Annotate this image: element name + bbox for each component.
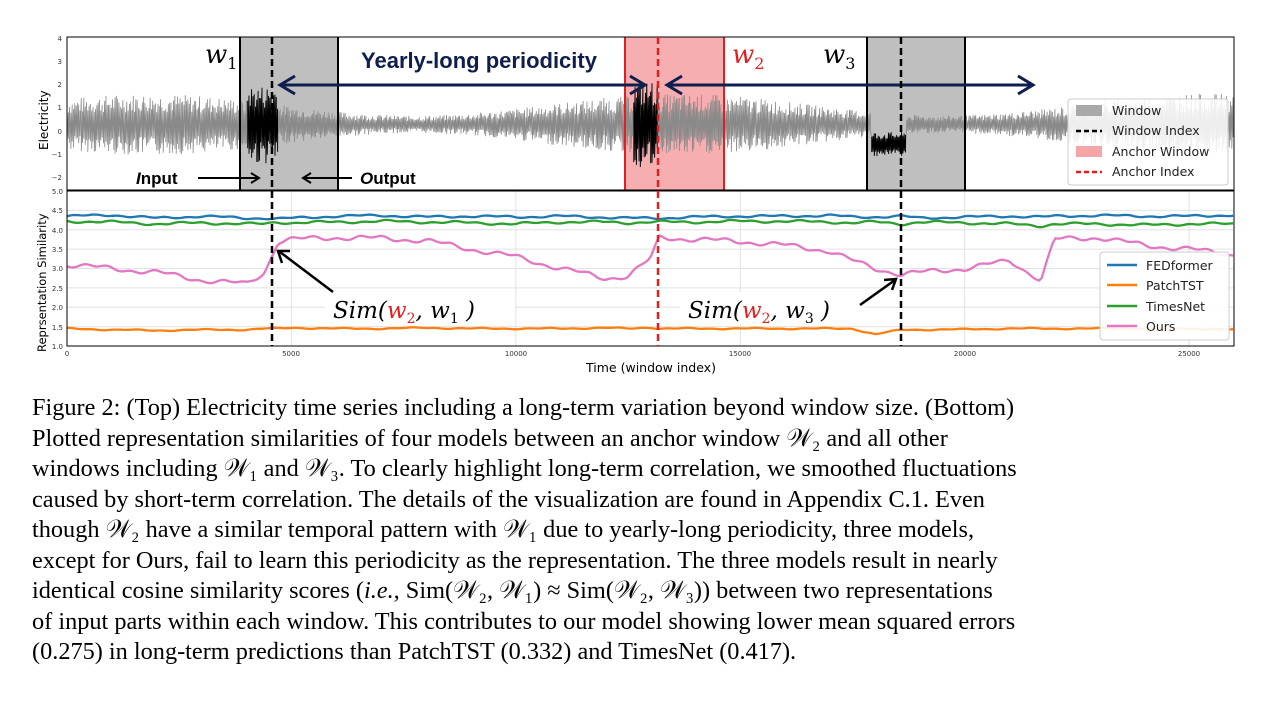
caption-line: caused by short-term correlation. The de…	[32, 485, 985, 513]
series-line-timesnet	[66, 218, 1234, 229]
caption-line: windows including 𝒲₁ and 𝒲₃. To clearly …	[32, 455, 1017, 482]
sim-annotation-1: Sim(w2, w1 )	[325, 292, 515, 327]
bottom-ytick: 2.0	[52, 304, 63, 312]
bottom-xtick: 5000	[282, 350, 300, 358]
bottom-xtick: 10000	[505, 350, 527, 358]
bottom-axes-frame	[66, 190, 1235, 347]
bottom-ytick: 3.0	[52, 265, 63, 273]
bottom-xtick: 20000	[954, 350, 976, 358]
top-yticks: 4 3 2 1 0 −1 −2	[52, 35, 63, 182]
caption-line: except for Ours, fail to learn this peri…	[32, 546, 998, 574]
periodicity-label-bg	[343, 45, 615, 75]
input-label-bg	[133, 166, 196, 188]
top-ylabel: Electricity	[37, 90, 51, 150]
output-label: Output	[360, 169, 416, 188]
legend-label: Window	[1112, 103, 1161, 118]
similarity-series	[66, 213, 1234, 336]
top-ytick: 2	[58, 81, 62, 89]
bottom-ytick: 3.5	[52, 246, 63, 254]
bottom-legend: FEDformer PatchTST TimesNet Ours	[1099, 251, 1230, 341]
bottom-grid	[67, 191, 1234, 346]
legend-label: Anchor Window	[1112, 144, 1209, 159]
figure-caption: Figure 2: (Top) Electricity time series …	[32, 393, 1244, 668]
bottom-xticks: 0 5000 10000 15000 20000 25000	[65, 350, 1200, 358]
bottom-panel: Reprsentation Similarity 5.0 4.5 4.0 3.5…	[35, 188, 1235, 375]
periodicity-label: Yearly-long periodicity	[361, 48, 598, 73]
series-line-ours	[66, 233, 1234, 285]
legend-swatch-anchor-window	[1076, 146, 1102, 157]
caption-line: though 𝒲₂ have a similar temporal patter…	[32, 516, 975, 543]
top-ytick: −2	[52, 174, 62, 182]
series-line-patchtst	[66, 326, 1234, 336]
bottom-ytick: 2.5	[52, 285, 63, 293]
caption-line: Figure 2: (Top) Electricity time series …	[32, 394, 1015, 421]
periodicity-arrow-right	[664, 74, 1036, 96]
top-ytick: 0	[58, 128, 62, 136]
bottom-ytick: 4.5	[52, 207, 63, 215]
figure: Electricity 4 3 2 1 0 −1 −2 w1 w2 w3 Yea…	[35, 35, 1235, 375]
top-ytick: 4	[58, 35, 63, 43]
bottom-yticks: 5.0 4.5 4.0 3.5 3.0 2.5 2.0 1.5 1.0	[52, 188, 63, 351]
caption-line: (0.275) in long-term predictions than Pa…	[32, 638, 797, 665]
caption-line: of input parts within each window. This …	[32, 607, 1016, 635]
bottom-ytick: 5.0	[52, 188, 63, 196]
w1-label: w1	[205, 40, 237, 73]
caption-line: identical cosine similarity scores (i.e.…	[32, 577, 993, 604]
legend-label: FEDformer	[1146, 258, 1214, 273]
svg-text:Sim(w2, w3 ): Sim(w2, w3 )	[688, 298, 830, 327]
top-panel: Electricity 4 3 2 1 0 −1 −2 w1 w2 w3 Yea…	[37, 35, 1235, 191]
series-line-fedformer	[66, 213, 1234, 221]
input-label: Input	[136, 169, 178, 188]
top-ytick: −1	[52, 151, 62, 159]
legend-label: Window Index	[1112, 123, 1200, 138]
svg-text:Sim(w2, w1 ): Sim(w2, w1 )	[333, 298, 475, 327]
legend-label: Anchor Index	[1112, 164, 1194, 179]
w3-window-region	[867, 37, 965, 190]
legend-label: TimesNet	[1145, 299, 1205, 314]
input-arrow	[198, 172, 261, 184]
top-legend: Window Window Index Anchor Window Anchor…	[1067, 98, 1229, 186]
legend-swatch-window	[1076, 105, 1102, 116]
bottom-xtick: 0	[65, 350, 69, 358]
bottom-ytick: 1.5	[52, 324, 63, 332]
top-ytick: 1	[58, 104, 62, 112]
w2-label: w2	[732, 40, 764, 73]
bottom-ytick: 4.0	[52, 227, 63, 235]
signal-input-segment	[633, 82, 658, 168]
caption-line: Plotted representation similarities of f…	[32, 424, 948, 452]
periodicity-arrow-left	[277, 74, 648, 96]
output-label-bg	[356, 166, 442, 188]
bottom-xlabel: Time (window index)	[585, 360, 716, 375]
sim-annotation-2: Sim(w2, w3 )	[680, 292, 865, 327]
output-arrow	[301, 172, 352, 184]
top-axes-frame	[66, 36, 1235, 191]
sim-annotation-2-arrow	[859, 277, 898, 307]
sim-annotation-1-arrow	[276, 249, 334, 293]
bottom-ytick: 1.0	[52, 343, 63, 351]
legend-label: PatchTST	[1146, 278, 1204, 293]
w3-label: w3	[823, 40, 855, 73]
bottom-ylabel: Reprsentation Similarity	[35, 213, 49, 352]
bottom-xtick: 25000	[1178, 350, 1200, 358]
legend-label: Ours	[1146, 319, 1175, 334]
top-ytick: 3	[58, 58, 62, 66]
bottom-xtick: 15000	[729, 350, 751, 358]
